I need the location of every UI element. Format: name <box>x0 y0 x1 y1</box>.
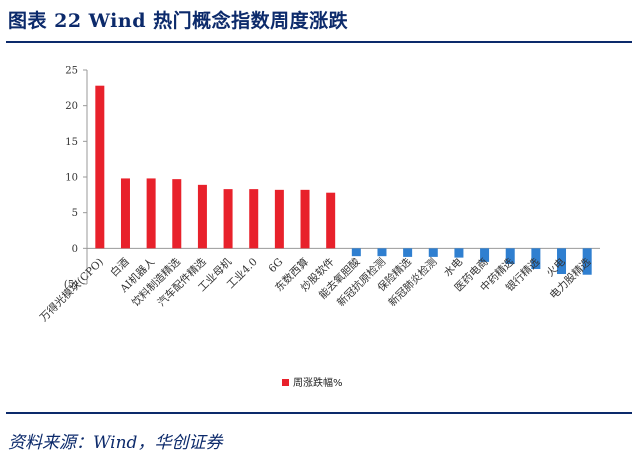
bar <box>505 248 515 265</box>
bar <box>428 248 438 257</box>
figure-title: 图表 22 Wind 热门概念指数周度涨跌 <box>8 10 349 32</box>
source-note: 资料来源：Wind，华创证券 <box>8 433 223 453</box>
source-rule <box>6 412 632 414</box>
bar <box>146 178 156 249</box>
bar <box>274 189 284 249</box>
bar <box>403 248 413 257</box>
category-label: 万得光模块(CPO) <box>37 255 106 324</box>
legend-label: 周涨跌幅% <box>293 376 343 389</box>
bar <box>95 85 105 249</box>
bar <box>326 192 336 249</box>
y-tick-label: 15 <box>65 137 78 148</box>
y-tick-label: 20 <box>65 101 78 112</box>
category-label: 6G <box>266 256 285 275</box>
bar <box>557 248 567 275</box>
bar <box>249 189 259 249</box>
bar <box>172 179 182 249</box>
legend-swatch <box>282 379 289 386</box>
y-tick-label: 25 <box>65 66 78 77</box>
y-tick-label: 10 <box>65 173 78 184</box>
bar <box>480 248 490 262</box>
bar <box>531 248 541 270</box>
bar <box>582 248 592 275</box>
bar <box>300 189 310 249</box>
y-tick-label: (5) <box>64 280 78 291</box>
bar <box>377 248 387 257</box>
bar <box>454 248 464 258</box>
bar <box>223 189 233 249</box>
bar <box>351 248 361 257</box>
bar <box>197 184 207 249</box>
bar <box>120 178 130 249</box>
y-tick-label: 0 <box>72 244 78 255</box>
title-rule <box>6 41 632 43</box>
y-tick-label: 5 <box>72 208 78 219</box>
